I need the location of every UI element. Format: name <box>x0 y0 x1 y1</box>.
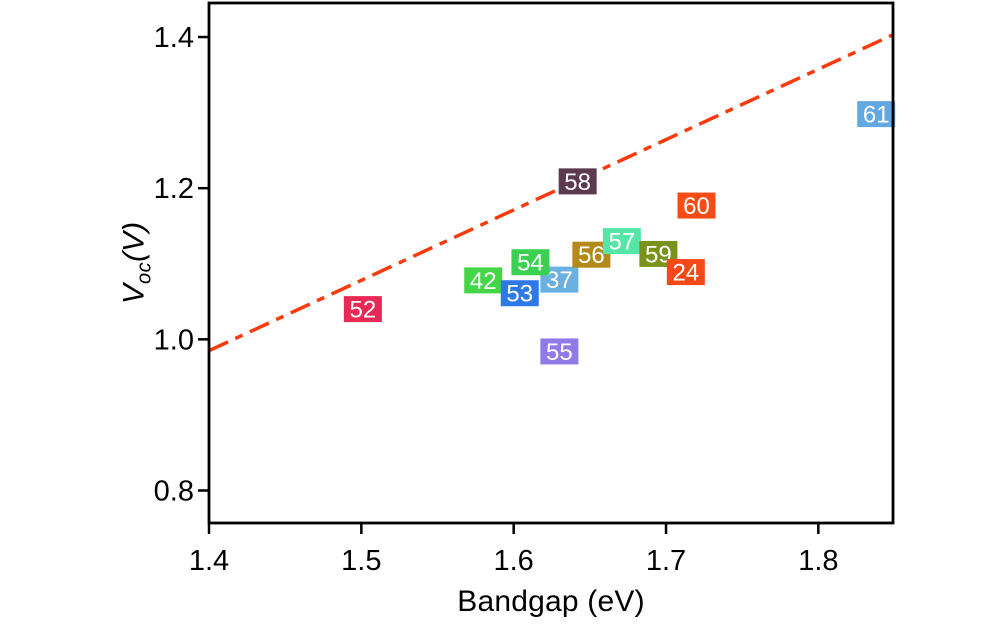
y-axis-title-subscript: oc <box>133 261 156 285</box>
data-point-label: 56 <box>578 242 605 269</box>
data-point-60: 60 <box>677 192 716 220</box>
data-point-box <box>666 259 705 286</box>
x-axis-title: Bandgap (eV) <box>457 585 645 618</box>
data-point-box <box>500 280 539 307</box>
data-point-label: 24 <box>672 260 699 287</box>
y-axis-title-unit: (V) <box>117 221 151 262</box>
data-point-42: 42 <box>464 267 503 295</box>
data-point-56: 56 <box>572 241 611 269</box>
x-tick-label: 1.5 <box>341 545 381 577</box>
data-point-24: 24 <box>666 259 705 287</box>
y-tick-label: 0.8 <box>154 476 194 508</box>
data-point-label: 60 <box>683 193 710 220</box>
data-point-37: 37 <box>540 266 579 294</box>
y-axis-title-main: V <box>117 284 151 305</box>
data-point-57: 57 <box>602 228 641 256</box>
reference-dash-dot-line <box>209 33 893 353</box>
data-point-label: 57 <box>608 229 635 256</box>
data-point-box <box>464 267 503 294</box>
data-point-box <box>540 338 579 365</box>
data-point-58: 58 <box>558 168 597 196</box>
y-tick-label: 1.2 <box>154 173 194 205</box>
data-point-label: 53 <box>506 281 533 308</box>
data-point-53: 53 <box>500 280 539 308</box>
data-point-box <box>857 101 896 128</box>
data-point-box <box>558 168 597 195</box>
data-point-label: 55 <box>546 339 573 366</box>
y-tick-label: 1.0 <box>154 324 194 356</box>
data-point-box <box>343 296 382 323</box>
data-point-label: 42 <box>470 268 497 295</box>
x-tick-label: 1.8 <box>798 545 838 577</box>
data-point-box <box>677 192 716 219</box>
y-tick-label: 1.4 <box>154 22 194 54</box>
data-point-box <box>511 249 550 276</box>
x-tick-label: 1.6 <box>494 545 534 577</box>
data-point-label: 58 <box>564 169 591 196</box>
data-point-52: 52 <box>343 296 382 324</box>
y-axis-title: Voc(V) <box>118 222 157 304</box>
data-point-label: 61 <box>863 102 890 129</box>
data-point-box <box>602 228 641 255</box>
x-tick-label: 1.7 <box>646 545 686 577</box>
data-point-label: 37 <box>546 267 573 294</box>
x-tick-label: 1.4 <box>189 545 229 577</box>
data-point-54: 54 <box>511 249 550 277</box>
data-point-label: 54 <box>517 250 544 277</box>
plot-border <box>207 1 895 525</box>
data-point-61: 61 <box>857 101 896 129</box>
data-point-label: 52 <box>350 297 377 324</box>
data-point-55: 55 <box>540 338 579 366</box>
